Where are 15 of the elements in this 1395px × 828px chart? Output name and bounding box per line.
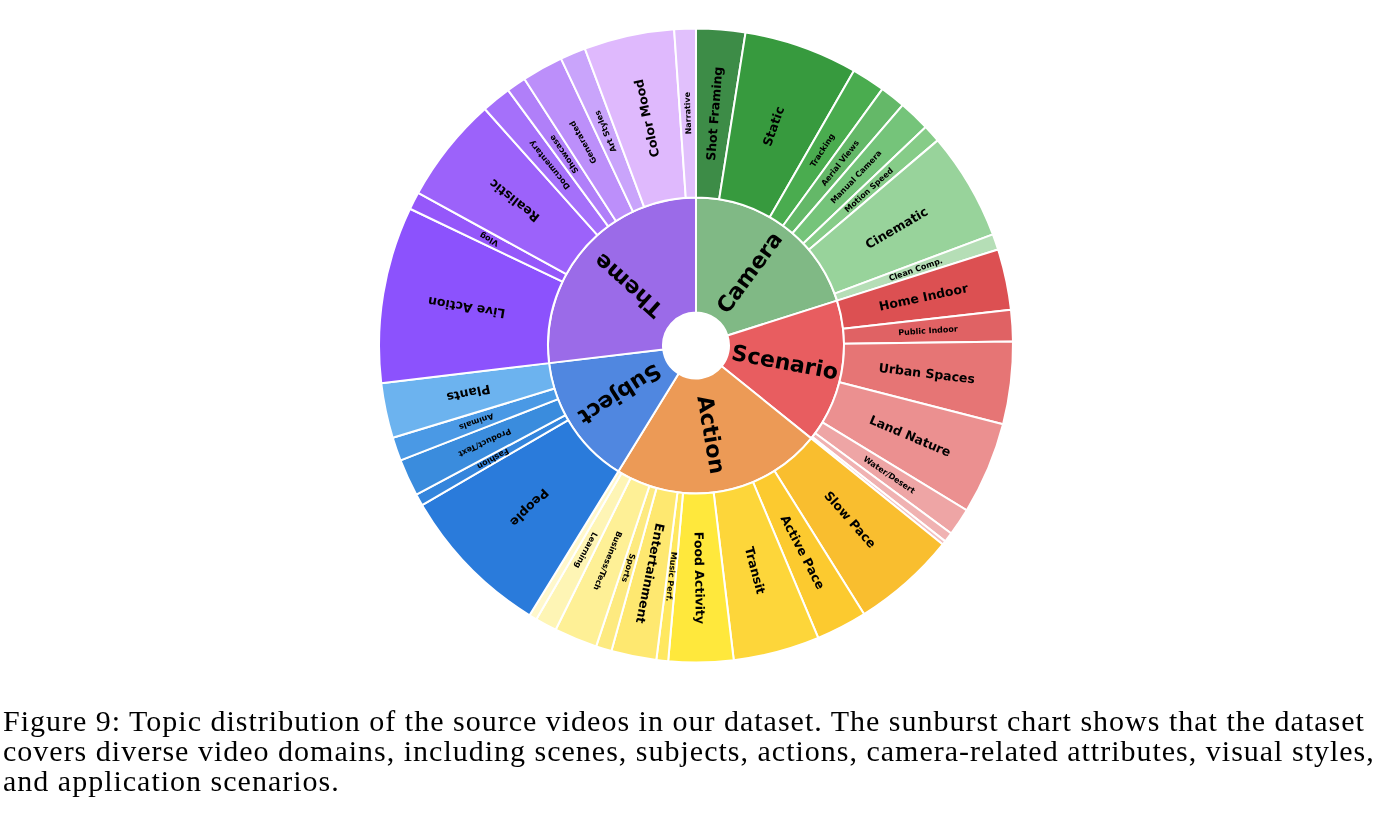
slice-label: Action bbox=[692, 393, 731, 476]
slice-label: Transit bbox=[741, 545, 769, 596]
slice-label: Plants bbox=[445, 381, 492, 406]
slice-label: Color Mood bbox=[630, 77, 663, 159]
slice-label: Live Action bbox=[426, 293, 507, 322]
caption: Figure 9: Topic distribution of the source videos in our dataset. The sunburst chart shows that the dataset covers diverse video domains, including scenes, subjects, actions, camera-related attributes, visual styles, and application scenarios. bbox=[3, 704, 1376, 797]
slice-label: Shot Framing bbox=[703, 66, 726, 162]
slice-label: Narrative bbox=[682, 91, 694, 135]
slice-label: Scenario bbox=[729, 339, 841, 385]
slice-label: Food Activity bbox=[691, 531, 708, 625]
slice-label: Public Indoor bbox=[898, 324, 959, 338]
slice-label: Urban Spaces bbox=[877, 359, 976, 387]
slice-label: Static bbox=[759, 104, 788, 149]
slice-label: Clean Comp. bbox=[887, 256, 944, 283]
slice-label: Music Perf. bbox=[664, 551, 679, 603]
